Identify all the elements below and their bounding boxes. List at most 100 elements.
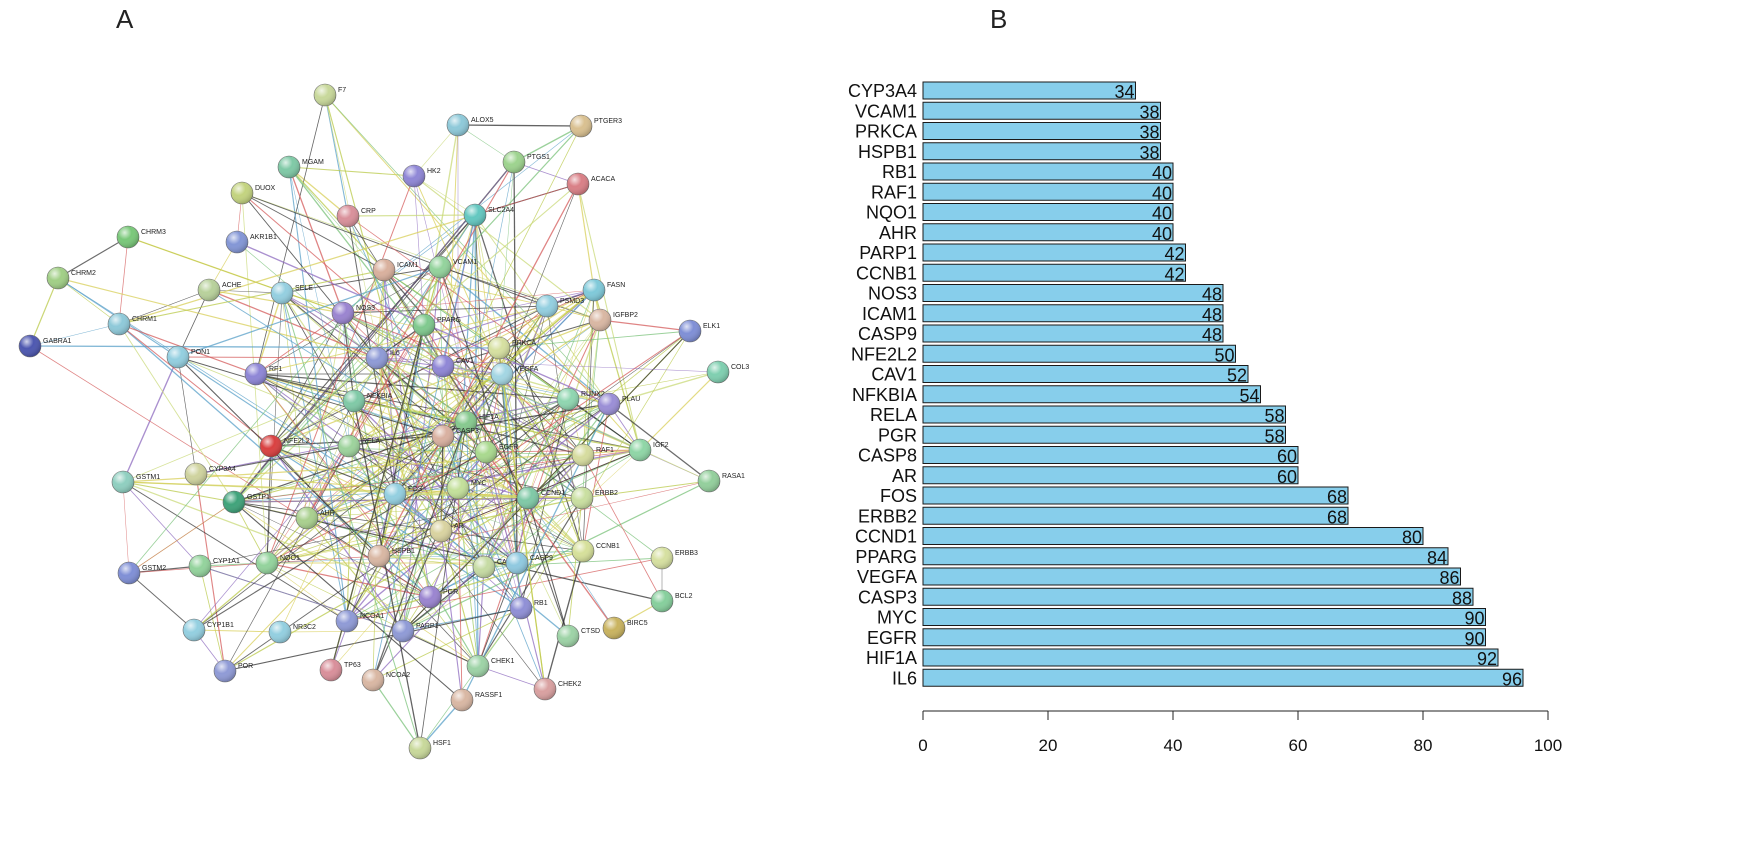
network-node-label: AHR <box>320 510 335 517</box>
bar-category-label: PGR <box>878 425 917 445</box>
network-edge <box>266 555 380 564</box>
network-node-label: RF1 <box>269 366 282 373</box>
network-edge <box>199 565 404 632</box>
network-edge <box>501 373 610 405</box>
network-edge <box>527 497 615 629</box>
network-edge <box>255 373 431 598</box>
network-edge <box>567 398 641 451</box>
bar-nqo1 <box>922 203 1174 221</box>
bar-category-label: HIF1A <box>866 648 917 668</box>
network-edge <box>376 357 583 499</box>
network-edge <box>57 236 129 279</box>
network-node-label: CASP3 <box>456 428 479 435</box>
bar-casp3 <box>922 587 1474 606</box>
network-edge <box>255 312 344 375</box>
network-edge <box>372 214 476 681</box>
bar-category-label: HSPB1 <box>858 142 917 162</box>
network-node-label: SELE <box>295 285 313 292</box>
network-node-label: CCND1 <box>541 490 565 497</box>
network-node-ar: AR <box>429 519 464 543</box>
network-edge <box>128 501 235 574</box>
network-edge <box>288 166 344 314</box>
network-edge <box>442 365 610 405</box>
network-node-ahr: AHR <box>295 506 335 530</box>
network-edge <box>513 125 582 163</box>
network-node-label: NFKBIA <box>367 393 393 400</box>
bar-value-label: 48 <box>1202 325 1222 345</box>
bar-icam1 <box>922 304 1224 323</box>
network-edge <box>306 445 350 519</box>
network-edge <box>581 480 710 499</box>
network-edge <box>255 292 283 375</box>
network-edge <box>122 449 641 483</box>
network-edge <box>57 277 378 359</box>
network-edge <box>413 175 476 216</box>
network-node-label: GSTM2 <box>142 565 166 572</box>
bar-value-label: 48 <box>1202 285 1222 305</box>
bar-ahr <box>922 223 1174 242</box>
network-node-runx2: RUNX2 <box>556 387 605 411</box>
network-edge <box>29 277 59 347</box>
network-edge <box>122 305 548 483</box>
network-edge <box>439 266 444 437</box>
network-node-label: ICAM1 <box>397 262 419 269</box>
network-edge <box>567 497 583 637</box>
x-axis-tick-label: 80 <box>1414 736 1433 755</box>
network-edge <box>402 480 710 632</box>
network-edge <box>241 192 444 367</box>
network-node-psmd3: PSMD3 <box>535 294 584 318</box>
bar-category-label: VCAM1 <box>855 101 917 121</box>
network-edge <box>288 166 385 271</box>
network-node-label: CHRM2 <box>71 270 96 277</box>
network-edge <box>372 269 385 681</box>
network-edge <box>118 323 235 503</box>
network-edge <box>255 373 529 499</box>
network-edge <box>402 566 485 632</box>
network-node-label: FOS <box>408 486 423 493</box>
bar-hif1a <box>922 648 1499 667</box>
network-node-label: NCOA1 <box>360 613 384 620</box>
network-edge <box>177 356 444 437</box>
network-edge <box>233 501 479 667</box>
network-edge <box>347 214 476 217</box>
network-edge <box>306 454 584 519</box>
network-edge <box>347 215 522 609</box>
bar-category-label: EGFR <box>867 628 917 648</box>
network-node-igf2: IGF2 <box>628 438 669 462</box>
network-node-label: IGFBP2 <box>613 312 638 319</box>
network-edge <box>457 124 582 127</box>
bar-value-label: 42 <box>1164 264 1184 284</box>
network-edge <box>439 266 583 499</box>
network-edge <box>193 629 281 633</box>
network-node-label: HSF1 <box>433 740 451 747</box>
network-edge <box>306 289 595 519</box>
network-node-label: ERBB2 <box>595 490 618 497</box>
network-node-label: IGF2 <box>653 442 669 449</box>
network-edge <box>440 124 459 532</box>
bar-cav1 <box>922 365 1249 383</box>
network-edge <box>419 421 467 749</box>
network-edge <box>241 192 378 359</box>
bar-value-label: 68 <box>1327 487 1347 507</box>
network-edge <box>527 497 569 637</box>
network-node-myc: MYC <box>446 476 487 500</box>
bar-vcam1 <box>922 101 1161 120</box>
network-edge <box>474 183 579 216</box>
network-node-label: GABRA1 <box>43 338 72 345</box>
network-node-ccnb1: CCNB1 <box>571 539 620 563</box>
network-edge <box>208 289 444 437</box>
bar-ccnd1 <box>922 527 1424 545</box>
network-edge <box>281 266 441 294</box>
network-node-por: POR <box>213 659 253 683</box>
network-edge <box>342 312 444 367</box>
bar-casp8 <box>922 446 1299 464</box>
network-node-nr3c2: NR3C2 <box>268 620 316 644</box>
network-edge <box>346 403 610 622</box>
network-edge <box>442 365 641 451</box>
network-edge <box>29 345 500 349</box>
x-axis-tick-label: 0 <box>918 736 927 755</box>
network-node-egfr: EGFR <box>474 440 518 464</box>
bar-category-label: CASP8 <box>858 446 917 466</box>
bar-ar <box>922 466 1299 485</box>
bar-category-label: NFKBIA <box>852 385 917 405</box>
